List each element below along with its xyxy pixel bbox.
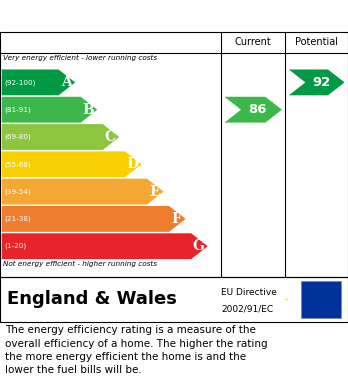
Text: (21-38): (21-38)	[5, 216, 31, 222]
Text: C: C	[105, 130, 116, 144]
Text: D: D	[126, 157, 139, 171]
Text: Current: Current	[235, 38, 271, 47]
Text: Not energy efficient - higher running costs: Not energy efficient - higher running co…	[3, 261, 157, 267]
Text: EU Directive: EU Directive	[221, 288, 277, 297]
Polygon shape	[2, 70, 75, 95]
Polygon shape	[2, 179, 164, 204]
Text: 2002/91/EC: 2002/91/EC	[221, 304, 273, 313]
Text: England & Wales: England & Wales	[7, 291, 177, 308]
Text: G: G	[193, 239, 205, 253]
Polygon shape	[2, 151, 141, 177]
Polygon shape	[2, 97, 97, 123]
Text: E: E	[149, 185, 160, 199]
Text: 92: 92	[312, 76, 330, 89]
Text: F: F	[172, 212, 181, 226]
Text: B: B	[82, 103, 94, 117]
Text: (81-91): (81-91)	[5, 106, 31, 113]
Text: Potential: Potential	[295, 38, 338, 47]
Bar	[301, 281, 341, 318]
Text: (55-68): (55-68)	[5, 161, 31, 168]
Text: Energy Efficiency Rating: Energy Efficiency Rating	[5, 9, 227, 23]
Polygon shape	[289, 70, 345, 95]
Polygon shape	[224, 97, 282, 123]
Text: A: A	[61, 75, 71, 90]
Text: Very energy efficient - lower running costs: Very energy efficient - lower running co…	[3, 55, 157, 61]
Text: (39-54): (39-54)	[5, 188, 31, 195]
Text: (1-20): (1-20)	[5, 243, 27, 249]
Polygon shape	[2, 206, 185, 232]
Text: 86: 86	[248, 103, 267, 116]
Text: (92-100): (92-100)	[5, 79, 36, 86]
Text: (69-80): (69-80)	[5, 134, 31, 140]
Text: The energy efficiency rating is a measure of the
overall efficiency of a home. T: The energy efficiency rating is a measur…	[5, 325, 268, 375]
Polygon shape	[2, 233, 208, 259]
Polygon shape	[2, 124, 119, 150]
